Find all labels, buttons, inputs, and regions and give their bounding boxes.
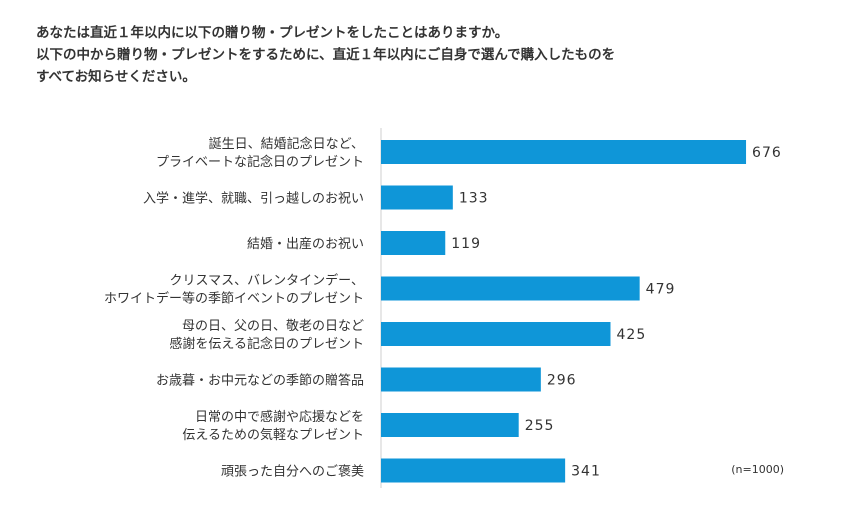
bar-7	[381, 458, 566, 483]
category-label-1-line-0: 入学・進学、就職、引っ越しのお祝い	[143, 191, 364, 207]
bar-3	[381, 276, 640, 301]
question-line-2: 以下の中から贈り物・プレゼントをするために、直近１年以内にご自身で選んで購入した…	[36, 47, 616, 63]
category-label-4-line-0: 母の日、父の日、敬老の日など	[182, 318, 364, 334]
value-label-1: 133	[459, 191, 489, 207]
question-text: あなたは直近１年以内に以下の贈り物・プレゼントをしたことはありますか。 以下の中…	[36, 22, 836, 88]
category-label-6-line-1: 伝えるための気軽なプレゼント	[182, 427, 364, 443]
value-label-7: 341	[571, 464, 601, 480]
category-label-0-line-0: 誕生日、結婚記念日など、	[209, 136, 364, 152]
bar-2	[381, 231, 446, 255]
value-label-3: 479	[646, 282, 676, 298]
bar-6	[381, 413, 519, 437]
category-label-3-line-1: ホワイトデー等の季節イベントのプレゼント	[104, 291, 364, 307]
sample-size-note: (n=1000)	[731, 463, 784, 476]
question-line-1: あなたは直近１年以内に以下の贈り物・プレゼントをしたことはありますか。	[36, 25, 509, 41]
bars-group: 676 誕生日、結婚記念日など、プライベートな記念日のプレゼント 133 入学・進学、…	[104, 136, 782, 483]
value-label-4: 425	[617, 327, 647, 343]
value-label-2: 119	[451, 236, 481, 252]
category-label-7-line-0: 頑張った自分へのご褒美	[221, 464, 364, 480]
category-label-5-line-0: お歳暮・お中元などの季節の贈答品	[156, 373, 364, 389]
category-label-4-line-1: 感謝を伝える記念日のプレゼント	[169, 336, 364, 352]
value-label-0: 676	[752, 145, 782, 161]
bar-4	[381, 322, 611, 346]
bar-5	[381, 367, 541, 392]
category-label-3-line-0: クリスマス、バレンタインデー、	[170, 273, 364, 289]
value-label-5: 296	[547, 373, 577, 389]
category-label-2-line-0: 結婚・出産のお祝い	[247, 236, 364, 252]
question-line-3: すべてお知らせください。	[36, 69, 196, 85]
bar-0	[381, 140, 747, 164]
bar-1	[381, 185, 453, 210]
value-label-6: 255	[525, 418, 555, 434]
category-label-0-line-1: プライベートな記念日のプレゼント	[156, 154, 364, 170]
category-label-6-line-0: 日常の中で感謝や応援などを	[195, 409, 364, 425]
